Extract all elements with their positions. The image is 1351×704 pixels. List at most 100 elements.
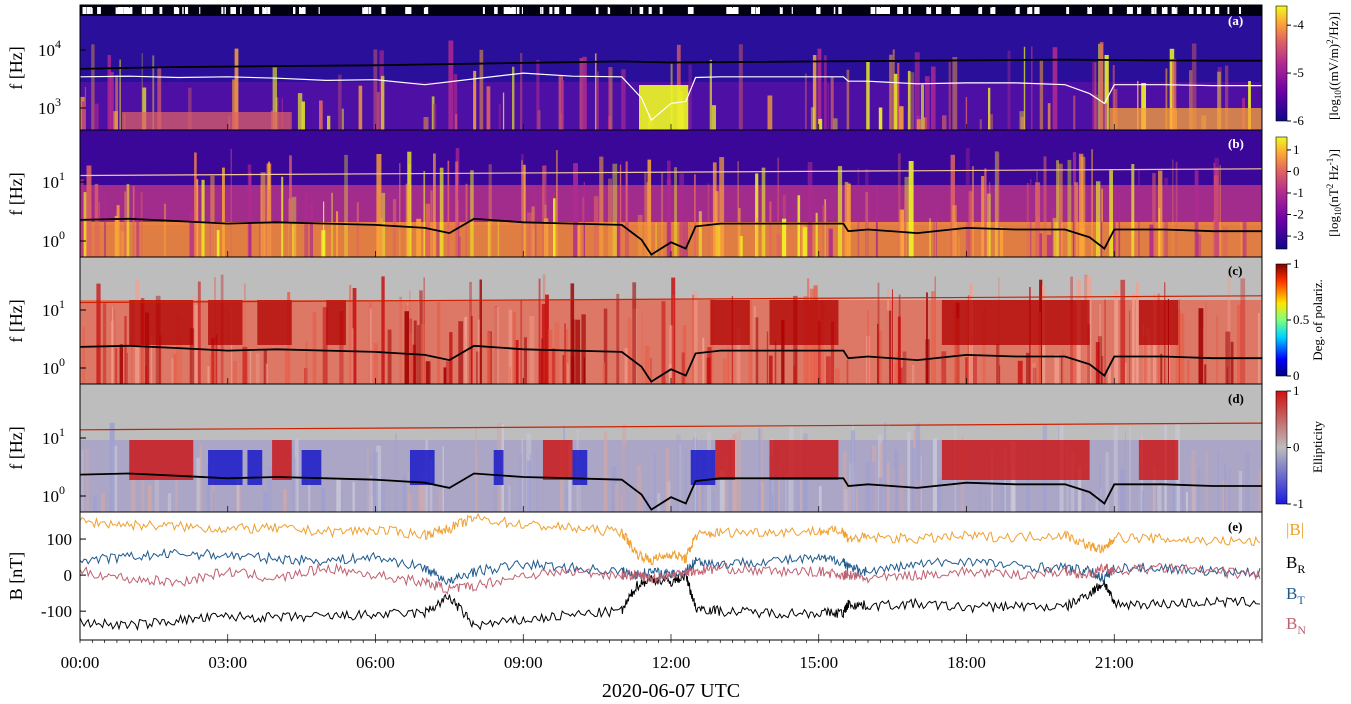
tex-b-streak bbox=[577, 226, 580, 258]
tex-d-streak bbox=[657, 493, 660, 512]
tex-b-streak bbox=[261, 185, 262, 257]
tex-c-streak bbox=[96, 284, 100, 384]
tex-a-streak bbox=[931, 67, 936, 131]
colorbar-a-bar bbox=[1276, 6, 1287, 121]
tex-c-streak bbox=[1240, 278, 1245, 384]
tex-c-streak bbox=[935, 276, 936, 384]
tex-b-streak bbox=[544, 218, 548, 257]
tex-a-streak bbox=[847, 70, 850, 130]
tex-c-streak bbox=[141, 345, 144, 385]
tex-b-streak bbox=[608, 179, 612, 257]
strip-marker bbox=[1197, 7, 1202, 14]
tex-c-streak bbox=[495, 307, 499, 384]
strip-marker bbox=[116, 7, 120, 14]
tex-b-streak bbox=[127, 184, 130, 257]
tex-c-streak bbox=[198, 282, 201, 385]
x-tick-label: 06:00 bbox=[356, 653, 395, 672]
tex-b-streak bbox=[423, 171, 425, 257]
ytick-a-0-exp: 4 bbox=[55, 37, 61, 51]
tex-a-streak bbox=[828, 83, 830, 130]
tex-d-streak bbox=[737, 431, 741, 513]
tex-d-streak bbox=[101, 493, 105, 512]
tex-b-streak bbox=[267, 164, 272, 257]
strip-marker bbox=[88, 7, 90, 14]
strip-marker bbox=[978, 7, 982, 14]
tex-c-streak bbox=[115, 348, 117, 384]
colorbar-tick-label: -5 bbox=[1293, 65, 1304, 80]
strip-marker bbox=[608, 7, 610, 14]
tex-a-streak bbox=[915, 52, 920, 130]
strip-marker bbox=[1162, 7, 1168, 14]
tex-d-streak bbox=[866, 462, 870, 512]
tex-c-streak bbox=[370, 309, 372, 385]
tex-c-streak bbox=[242, 347, 247, 384]
ytick-b-1: 100 bbox=[42, 228, 65, 251]
tex-d-streak bbox=[168, 493, 171, 512]
tex-d-streak bbox=[85, 449, 89, 512]
strip-marker bbox=[1154, 7, 1156, 14]
tex-d-streak bbox=[621, 494, 623, 512]
tex-a-streak bbox=[899, 106, 904, 130]
tex-d-streak bbox=[615, 483, 619, 512]
tex-b-streak bbox=[357, 202, 359, 257]
tex-b-streak bbox=[90, 204, 92, 257]
tex-b-streak bbox=[429, 229, 430, 257]
tex-a-streak bbox=[897, 63, 899, 130]
tex-b-streak bbox=[310, 203, 313, 257]
panel-d-left-handed-block bbox=[410, 450, 435, 485]
tex-d-streak bbox=[213, 492, 215, 512]
tex-b-streak bbox=[1196, 234, 1201, 257]
tex-a-streak bbox=[520, 53, 522, 130]
tex-c-streak bbox=[887, 289, 889, 384]
tex-c-streak bbox=[940, 368, 942, 384]
panel-c-spectrogram bbox=[80, 257, 1264, 384]
strip-marker bbox=[83, 7, 87, 14]
tex-c-streak bbox=[103, 303, 106, 384]
ytick-c-1-exp: 0 bbox=[59, 355, 65, 369]
colorbar-tick-label: 0 bbox=[1293, 368, 1300, 383]
colorbar-tick-label: 1 bbox=[1293, 383, 1300, 398]
tex-a-streak bbox=[1040, 60, 1043, 130]
tex-d-streak bbox=[395, 434, 396, 513]
tex-c-streak bbox=[256, 353, 260, 384]
tex-c-streak bbox=[478, 320, 480, 384]
strip-marker bbox=[382, 7, 386, 14]
tex-c-streak bbox=[381, 276, 384, 384]
tex-b-streak bbox=[1091, 149, 1093, 257]
tex-d-streak bbox=[175, 478, 178, 513]
tex-d-streak bbox=[844, 489, 849, 512]
tex-d-streak bbox=[1239, 471, 1242, 512]
ytick-a-0: 104 bbox=[38, 37, 61, 60]
tex-b-streak bbox=[822, 205, 826, 257]
colorbar-d-label: Ellipticity bbox=[1310, 421, 1325, 473]
tex-b-streak bbox=[124, 192, 126, 258]
strip-marker bbox=[1109, 7, 1112, 14]
tex-b-streak bbox=[612, 164, 617, 257]
tex-b-streak bbox=[556, 150, 558, 257]
tex-b-streak bbox=[196, 179, 198, 257]
tex-b-streak bbox=[1172, 160, 1173, 257]
colorbar-a: -4-5-6 [log10((mV/m)2/Hz)] bbox=[1276, 6, 1343, 128]
tex-d-streak bbox=[761, 428, 763, 512]
tex-a-streak bbox=[1021, 117, 1025, 130]
tex-b-streak bbox=[521, 154, 524, 257]
strip-marker bbox=[299, 7, 303, 14]
tex-c-streak bbox=[892, 289, 893, 384]
tex-c-streak bbox=[446, 361, 450, 384]
tex-c-streak bbox=[576, 320, 581, 384]
colorbar-d-bar bbox=[1276, 391, 1287, 504]
colorbar-a-ticks: -4-5-6 bbox=[1287, 17, 1304, 128]
strip-marker bbox=[362, 7, 368, 14]
tex-b-streak bbox=[1220, 165, 1221, 257]
panel-e-line-plot bbox=[80, 512, 1262, 640]
tex-a-streak bbox=[980, 119, 982, 130]
colorbar-d: 10-1 Ellipticity bbox=[1276, 383, 1325, 511]
tex-a-streak bbox=[119, 60, 121, 130]
tex-a-streak bbox=[1048, 103, 1051, 130]
strip-marker bbox=[263, 7, 267, 14]
tex-b-streak bbox=[217, 230, 220, 257]
tex-b-streak bbox=[202, 180, 205, 257]
strip-marker bbox=[175, 7, 179, 14]
panel-label-e: (e) bbox=[1228, 519, 1242, 534]
legend-e: |B| BR BT BN bbox=[1286, 520, 1306, 637]
